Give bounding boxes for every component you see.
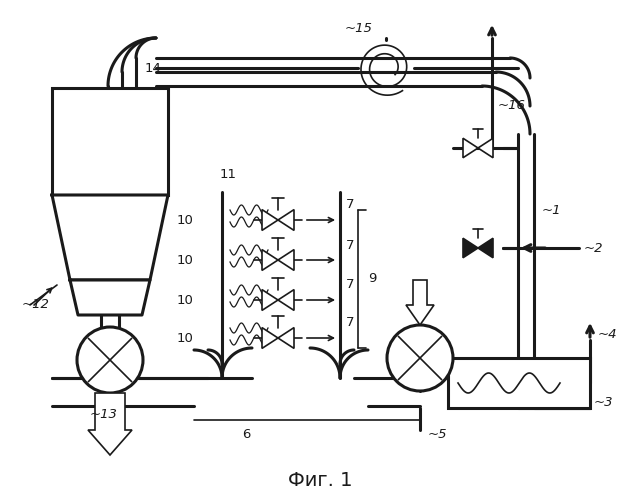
Bar	[448, 358, 590, 408]
Text: 7: 7	[346, 239, 355, 251]
Text: 7: 7	[346, 278, 355, 291]
Circle shape	[77, 327, 143, 393]
Text: ~12: ~12	[22, 298, 50, 311]
Text: 11: 11	[220, 169, 237, 182]
Polygon shape	[262, 250, 278, 270]
Polygon shape	[278, 289, 294, 310]
Text: ~13: ~13	[90, 409, 118, 422]
Text: 10: 10	[177, 214, 194, 227]
Polygon shape	[406, 280, 434, 325]
Polygon shape	[478, 238, 493, 258]
Text: 10: 10	[177, 253, 194, 266]
Circle shape	[387, 325, 453, 391]
Polygon shape	[70, 280, 150, 315]
Polygon shape	[463, 238, 478, 258]
Polygon shape	[478, 138, 493, 158]
Text: ~1: ~1	[542, 204, 561, 217]
Text: ~5: ~5	[428, 429, 447, 442]
Text: 14: 14	[145, 61, 162, 74]
Polygon shape	[262, 289, 278, 310]
Text: 7: 7	[346, 199, 355, 212]
Text: 10: 10	[177, 331, 194, 344]
Polygon shape	[463, 138, 478, 158]
Text: 7: 7	[346, 316, 355, 329]
Text: 6: 6	[242, 429, 250, 442]
Polygon shape	[278, 210, 294, 231]
Polygon shape	[262, 210, 278, 231]
Text: ~3: ~3	[594, 397, 614, 410]
Text: 10: 10	[177, 293, 194, 306]
Text: ~2: ~2	[584, 242, 604, 254]
Bar	[52, 88, 168, 195]
Text: Фиг. 1: Фиг. 1	[288, 471, 352, 490]
Text: ~15: ~15	[345, 21, 373, 34]
Polygon shape	[278, 250, 294, 270]
Text: ~16: ~16	[498, 98, 526, 111]
Polygon shape	[278, 328, 294, 348]
Text: ~4: ~4	[598, 328, 618, 341]
Text: 9: 9	[368, 272, 376, 285]
Polygon shape	[262, 328, 278, 348]
Polygon shape	[52, 195, 168, 280]
Polygon shape	[88, 393, 132, 455]
